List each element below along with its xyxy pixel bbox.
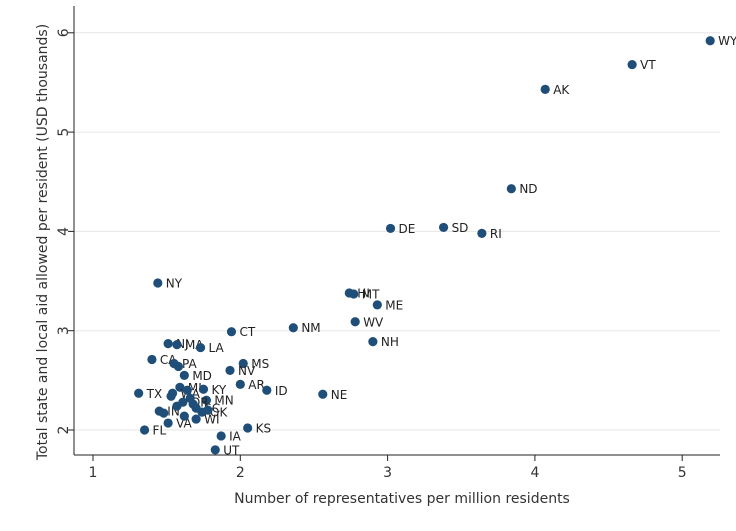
data-point [350,317,360,327]
data-point [226,327,237,337]
x-tick-label: 1 [89,465,98,481]
data-point [147,354,157,365]
data-point [188,399,198,409]
data-point [134,388,144,398]
point-label: WV [363,315,384,329]
point-label: ND [519,182,537,196]
point-label: MT [362,287,380,301]
data-point [173,361,184,372]
data-point [182,385,192,395]
y-axis-title: Total state and local aid allowed per re… [35,24,51,461]
data-point [179,411,189,421]
point-label: PA [182,357,197,371]
data-point [191,414,201,424]
x-axis-title: Number of representatives per million re… [234,491,570,507]
data-point [139,425,150,435]
data-point [438,222,449,233]
point-label: KS [256,422,271,436]
data-point [385,223,396,234]
data-point [627,59,637,70]
data-point [235,379,245,389]
point-label: LA [209,341,225,355]
point-label: FL [153,424,167,438]
point-label: ME [385,298,403,312]
point-label: RI [490,227,502,241]
data-point [238,358,248,369]
point-label: NV [238,364,256,378]
y-tick-label: 2 [56,426,72,435]
y-tick-label: 5 [56,128,72,137]
point-label: AR [248,378,265,392]
point-label: SD [452,221,469,235]
y-tick-label: 3 [56,326,72,335]
point-label: CT [239,325,255,339]
data-point [172,340,182,350]
data-point [166,391,176,401]
data-point [172,401,182,411]
gridlines [74,32,720,431]
data-point [203,405,213,415]
data-point [705,36,715,46]
data-point [477,228,487,238]
data-point [243,423,253,433]
data-point [179,370,189,380]
point-label: NM [301,321,320,335]
point-label: NY [166,277,183,291]
data-point [210,445,220,455]
y-tick-label: 6 [56,28,72,37]
point-label: NE [331,388,348,402]
data-point [225,365,235,376]
point-label: DE [399,222,416,236]
data-point [540,84,550,95]
point-label: MN [214,394,233,408]
data-point [288,323,298,333]
point-label: KY [211,383,226,397]
x-tick-label: 5 [678,465,687,481]
point-label: NH [381,335,399,349]
point-label: TX [146,387,163,401]
axes: 2 3 4 5 6 1 2 3 4 5 [56,6,720,481]
point-label: VA [176,417,192,431]
point-label: MD [192,369,212,383]
data-point [262,385,272,395]
data-point [349,289,359,299]
point-label: IA [229,429,242,443]
data-point [153,278,163,288]
data-point [201,395,212,405]
data-point [368,337,378,347]
point-label: VT [640,58,656,72]
point-label: AK [553,83,570,97]
data-point [198,384,209,394]
data-point [195,342,206,353]
x-tick-label: 4 [530,465,539,481]
point-label: WY [718,34,736,48]
point-label: WI [204,413,219,427]
data-point [506,184,516,194]
x-tick-label: 3 [383,465,392,481]
point-label: OK [210,406,228,420]
data-point [175,382,185,392]
x-tick-label: 2 [236,465,245,481]
point-label: ID [275,384,288,398]
data-point [318,389,328,399]
data-point [163,339,173,349]
y-tick-label: 4 [56,227,72,236]
data-point [159,408,169,418]
data-point [163,418,173,428]
data-point [372,300,382,310]
point-label: MS [251,357,269,371]
point-label: HI [357,286,370,300]
point-label: UT [223,443,240,457]
data-point [216,431,226,441]
